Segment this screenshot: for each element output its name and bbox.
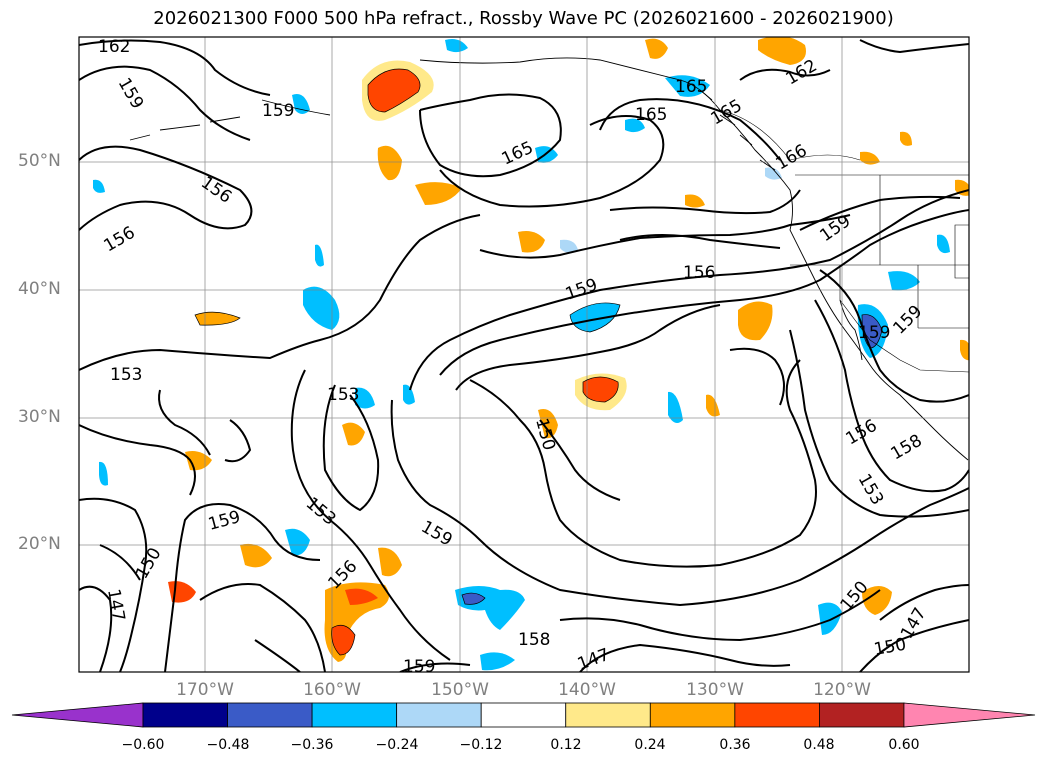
latitude-label: 30°N: [18, 407, 61, 427]
plot-frame: [78, 36, 970, 673]
positive-anomaly-patch: [860, 151, 880, 165]
negative-anomaly-patch: [315, 244, 324, 267]
positive-anomaly-patch: [862, 586, 892, 615]
positive-anomaly-patch: [758, 37, 806, 65]
negative-anomaly-patch: [285, 528, 310, 556]
positive-anomaly-patch: [240, 543, 272, 568]
negative-anomaly-patch: [462, 593, 485, 605]
colorbar-segment: [480, 702, 567, 728]
colorbar-tick-label: −0.48: [206, 737, 250, 753]
contour-label: 153: [327, 385, 359, 405]
colorbar-segment: [227, 702, 313, 728]
negative-anomaly-patch: [93, 179, 105, 193]
negative-anomaly-patch: [445, 39, 468, 53]
negative-anomaly-patch: [937, 234, 950, 254]
colorbar-segment: [734, 702, 820, 728]
colorbar-tick-label: 0.60: [888, 737, 920, 753]
colorbar-segment: [819, 702, 905, 728]
positive-anomaly-patch: [583, 377, 619, 402]
positive-anomaly-patch: [342, 422, 365, 446]
contour-label: 159: [858, 323, 890, 343]
positive-anomaly-patch: [706, 394, 720, 417]
positive-anomaly-patch: [331, 625, 355, 655]
contour-label: 162: [98, 37, 130, 57]
contour-label: 153: [110, 365, 142, 385]
colorbar-tick-label: −0.24: [375, 737, 419, 753]
colorbar-tick-label: −0.60: [121, 737, 165, 753]
map-title: 2026021300 F000 500 hPa refract., Rossby…: [153, 8, 894, 29]
positive-anomaly-patch: [415, 182, 462, 205]
contour-label: 159: [262, 101, 294, 121]
colorbar-extend-low: [11, 702, 144, 728]
longitude-label: 150°W: [431, 680, 489, 700]
negative-anomaly-patch: [818, 602, 842, 635]
positive-anomaly-patch: [538, 409, 558, 439]
borders: [719, 109, 969, 373]
positive-anomaly-patch: [518, 231, 545, 253]
positive-anomaly-patch: [900, 131, 912, 146]
negative-anomaly-patch: [668, 391, 683, 424]
height-contours: [79, 39, 969, 672]
positive-anomaly-patch: [368, 69, 421, 112]
positive-anomaly-patch: [738, 301, 773, 341]
colorbar-segment: [565, 702, 651, 728]
contour-label: 165: [675, 77, 707, 97]
longitude-label: 160°W: [303, 680, 361, 700]
anomaly-outlines: [194, 68, 883, 656]
negative-anomaly-patch: [765, 167, 782, 180]
negative-anomaly-patch: [355, 387, 375, 409]
latitude-label: 50°N: [18, 151, 61, 171]
contour-label: 158: [518, 630, 550, 650]
colorbar-tick-label: −0.36: [290, 737, 334, 753]
colorbar-segment: [311, 702, 398, 728]
positive-anomaly-patch: [685, 194, 705, 208]
longitude-label: 140°W: [558, 680, 616, 700]
negative-anomaly-patch: [303, 286, 340, 330]
colorbar-tick-label: 0.48: [803, 737, 835, 753]
positive-anomaly-patch: [960, 339, 969, 361]
negative-anomaly-patch: [480, 652, 515, 671]
colorbar-tick-label: 0.36: [719, 737, 751, 753]
colorbar-extend-high: [903, 702, 1036, 728]
longitude-label: 130°W: [686, 680, 744, 700]
contour-label: 159: [403, 657, 435, 677]
positive-anomaly-patch: [377, 145, 402, 181]
negative-anomaly-patch: [570, 302, 620, 332]
positive-anomaly-patch: [378, 547, 402, 577]
coastlines: [129, 57, 969, 461]
negative-anomaly-patch: [403, 384, 415, 405]
contour-label: 165: [635, 105, 667, 125]
colorbar-tick-label: 0.12: [550, 737, 582, 753]
latitude-label: 20°N: [18, 534, 61, 554]
longitude-label: 120°W: [813, 680, 871, 700]
negative-anomaly-patch: [292, 94, 310, 114]
colorbar-tick-label: −0.12: [459, 737, 503, 753]
colorbar-tick-label: 0.24: [634, 737, 666, 753]
negative-anomaly-patch: [665, 75, 710, 97]
colorbar-segment: [142, 702, 228, 728]
colorbar: [11, 702, 1036, 728]
longitude-label: 170°W: [176, 680, 234, 700]
colorbar-segment: [396, 702, 482, 728]
negative-anomaly-patch: [888, 271, 920, 291]
contour-label: 156: [683, 263, 715, 283]
latitude-label: 40°N: [18, 279, 61, 299]
positive-anomaly-patch: [645, 38, 668, 59]
negative-anomaly-patch: [560, 239, 578, 253]
positive-anomaly-patch: [195, 312, 240, 326]
negative-anomaly-patch: [99, 461, 108, 486]
colorbar-segment: [649, 702, 736, 728]
positive-anomaly-patch: [345, 588, 378, 605]
negative-anomaly-patch: [625, 118, 645, 133]
